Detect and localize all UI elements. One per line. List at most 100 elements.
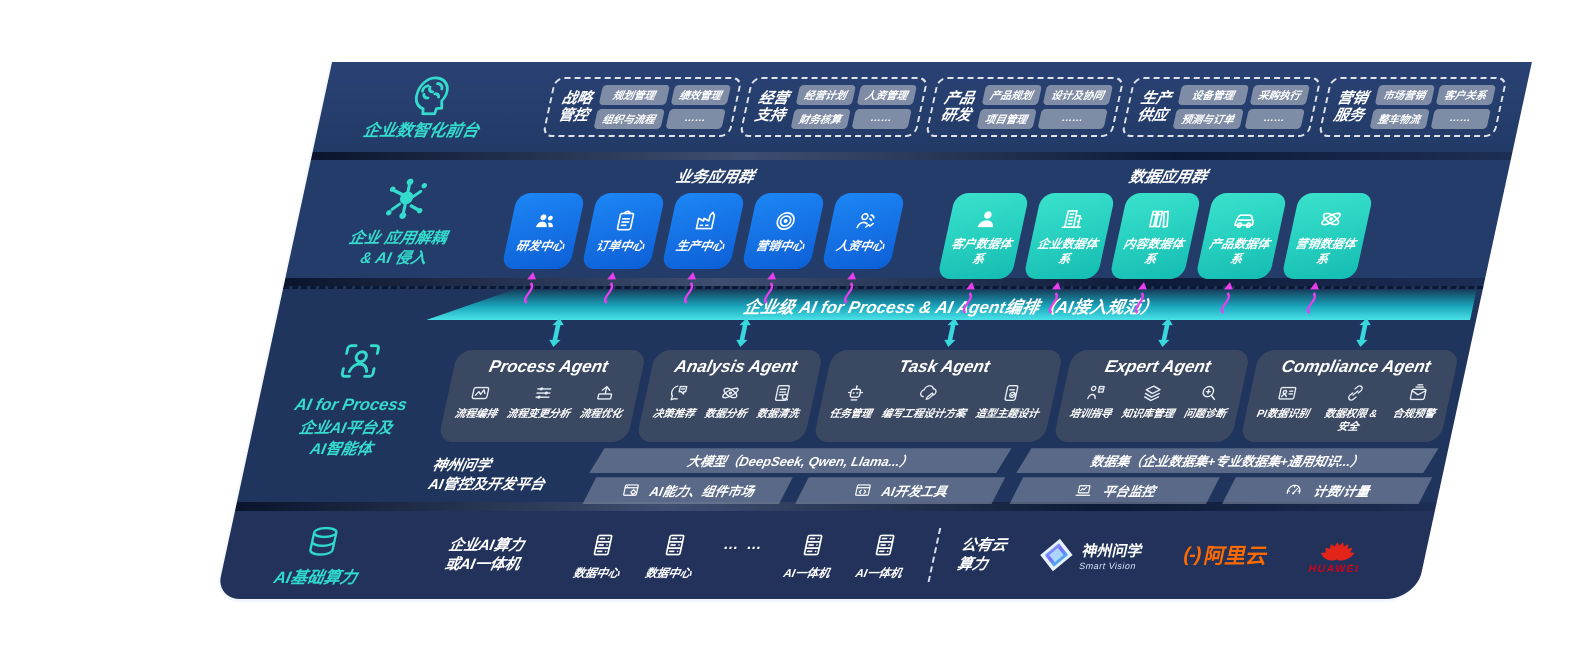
data-card-product: 产品数据体系 [1195, 193, 1288, 314]
agent-capability: 造型主题设计 [974, 382, 1045, 421]
agent-capability: 决策推荐 [651, 382, 701, 421]
teach-icon [1082, 382, 1109, 404]
layer-ai-for-process: 企业级 AI for Process & AI Agent编排（AI接入规范） … [236, 286, 1484, 504]
flow-arrow-icon [684, 272, 696, 304]
diagnose-icon [1196, 382, 1223, 404]
agent-card-analysis: Analysis Agent 决策推荐 数据分析 数据清洗 [635, 317, 824, 443]
flow-arrow-icon [1134, 282, 1147, 314]
huawei-logo: HUAWEI [1307, 536, 1366, 575]
ai-dev-tools-cell: AI开发工具 [795, 477, 1005, 504]
business-card-marketing: 营销中心 [741, 193, 826, 304]
group-strategy: 战略管控 规划管理 绩效管理 组织与流程 …… [541, 77, 743, 137]
group-operation: 经营支持 经营计划 人资管理 财务核算 …… [738, 77, 929, 137]
billing-metering-cell: 计费/计量 [1222, 477, 1432, 504]
ai-platform-label: 企业AI平台及 AI智能体 [297, 420, 395, 458]
data-app-group: 数据应用群 客户数据体系 企业数据体系 内容数据体系 [937, 165, 1379, 314]
agent-cards-row: Process Agent 流程编排 流程变更分析 流程优化 [437, 317, 1460, 443]
server-ai-appliance: AI一体机 [854, 530, 911, 581]
infra-label: AI基础算力 [272, 568, 359, 587]
agent-capability: 数据权限 & 安全 [1315, 382, 1390, 433]
pill: …… [1037, 109, 1108, 129]
app-decouple-label: 企业 应用解耦 & AI 侵入 [347, 229, 449, 267]
server-list: 数据中心 数据中心 … … AI一体机 AI一体机 [572, 530, 911, 581]
window-tool-icon [851, 481, 874, 500]
id-card-icon [1274, 382, 1301, 404]
layers-icon [1139, 382, 1166, 404]
agent-capability: 问题诊断 [1183, 382, 1233, 421]
group-marketing-service: 营销服务 市场营销 客户关系 整车物流 …… [1317, 77, 1508, 137]
business-app-group: 业务应用群 研发中心 订单中心 生产中心 [499, 165, 911, 304]
factory-icon [690, 208, 722, 234]
business-group-title: 业务应用群 [674, 169, 756, 186]
data-card-enterprise: 企业数据体系 [1023, 193, 1116, 314]
agent-card-expert: Expert Agent 培训指导 知识库管理 问题诊断 [1052, 317, 1251, 443]
database-icon [299, 523, 347, 561]
clipboard-icon [610, 208, 642, 234]
pill: 组织与流程 [593, 109, 665, 129]
flow-editor-icon [467, 382, 494, 404]
alibaba-cloud-logo: (-) 阿里云 [1181, 543, 1270, 569]
infra-side-rail: AI基础算力 [218, 523, 422, 588]
tablet-check-icon [998, 382, 1025, 404]
agent-card-compliance: Compliance Agent PI数据识别 数据权限 & 安全 合规预警 [1239, 317, 1460, 443]
function-groups: 战略管控 规划管理 绩效管理 组织与流程 …… 经营支持 经营计划 人资管理 财… [541, 77, 1508, 137]
flow-arrow-icon [1306, 282, 1319, 314]
group-title: 战略管控 [556, 89, 595, 124]
agent-capability: 数据清洗 [755, 382, 805, 421]
ai-capability-market-cell: AI能力、组件市场 [582, 477, 792, 504]
updown-arrow-icon [1356, 317, 1371, 348]
agent-card-process: Process Agent 流程编排 流程变更分析 流程优化 [437, 317, 647, 443]
layer-ai-infrastructure: AI基础算力 企业AI算力 或AI一体机 数据中心 数据中心 … … AI一体机… [215, 511, 1435, 599]
layer-front-office: 企业数智化前台 战略管控 规划管理 绩效管理 组织与流程 …… 经营支持 经营计… [312, 62, 1533, 152]
server-rack-icon [658, 530, 691, 560]
scan-person-icon [332, 338, 388, 384]
pill: 设备管理 [1177, 85, 1249, 105]
gauge-icon [1283, 481, 1306, 500]
architecture-diagram-panel: 企业数智化前台 战略管控 规划管理 绩效管理 组织与流程 …… 经营支持 经营计… [213, 62, 1533, 602]
flow-arrow-icon [1220, 282, 1233, 314]
optimize-icon [592, 382, 619, 404]
data-group-title: 数据应用群 [1127, 169, 1209, 186]
flow-arrow-icon [962, 282, 975, 314]
pill: 绩效管理 [670, 85, 731, 105]
pill: 市场营销 [1374, 85, 1435, 105]
monitor-icon [1072, 481, 1095, 500]
front-office-label: 企业数智化前台 [361, 121, 481, 140]
business-card-production: 生产中心 [661, 193, 746, 304]
smart-vision-logo: 神州问学 Smart Vision [1035, 537, 1146, 573]
pill: 采购执行 [1249, 85, 1310, 105]
pill: 预测与订单 [1172, 109, 1244, 129]
agent-capability: 编写工程设计方案 [880, 382, 972, 421]
pill: …… [1244, 109, 1305, 129]
flow-arrow-icon [604, 272, 616, 304]
ai-bus-title: 企业级 AI for Process & AI Agent编排（AI接入规范） [741, 297, 1161, 317]
server-rack-icon [586, 530, 619, 560]
agent-capability: 合规预警 [1391, 382, 1441, 421]
sliders-icon [530, 382, 557, 404]
group-title: 经营支持 [753, 89, 791, 124]
pill: 客户关系 [1435, 85, 1496, 105]
alibaba-cloud-mark-icon: (-) [1181, 543, 1204, 566]
platform-label: 神州问学 AI管控及开发平台 [426, 457, 547, 494]
ai-dev-platform-row: 神州问学 AI管控及开发平台 大模型（DeepSeek, Qwen, Llama… [424, 448, 1438, 504]
server-datacenter: 数据中心 [644, 530, 701, 581]
updown-arrow-icon [736, 317, 751, 348]
data-card-customer: 客户数据体系 [937, 193, 1030, 314]
updown-arrow-icon [1158, 317, 1173, 348]
updown-arrow-icon [548, 317, 564, 348]
pill: …… [1430, 109, 1491, 129]
agent-capability: 任务管理 [828, 382, 878, 421]
pill: 设计及协同 [1042, 85, 1114, 105]
group-production-supply: 生产供应 设备管理 采购执行 预测与订单 …… [1120, 77, 1322, 137]
data-card-content: 内容数据体系 [1109, 193, 1202, 314]
data-card-marketing: 营销数据体系 [1281, 193, 1374, 314]
agent-capability: 数据分析 [703, 382, 753, 421]
head-chat-icon [665, 382, 692, 404]
user-icon [971, 206, 1003, 232]
public-cloud-label: 公有云 算力 [955, 536, 1009, 574]
agent-capability: 流程变更分析 [505, 382, 576, 421]
server-datacenter: 数据中心 [572, 530, 629, 581]
server-ai-appliance: AI一体机 [782, 530, 839, 581]
cloud-edit-icon [915, 382, 942, 404]
agent-capability: 知识库管理 [1120, 382, 1181, 421]
